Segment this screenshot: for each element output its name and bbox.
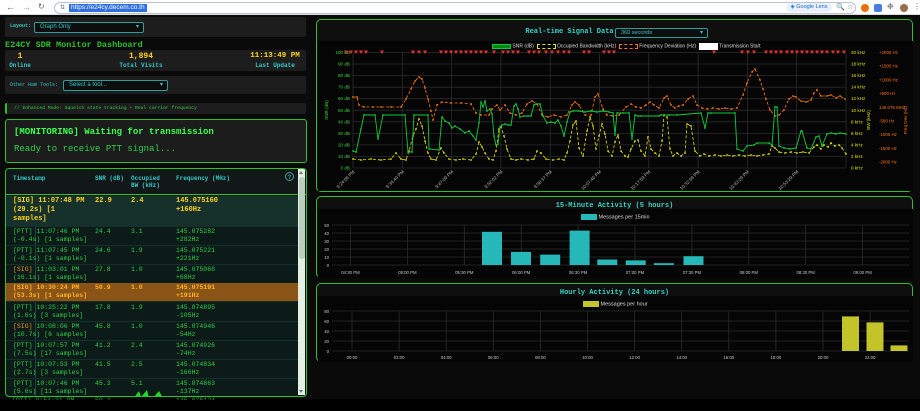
svg-text:20: 20	[324, 247, 329, 252]
svg-text:80 dB: 80 dB	[338, 73, 350, 78]
svg-text:+1000 Hz: +1000 Hz	[879, 77, 898, 82]
svg-text:30 dB: 30 dB	[338, 131, 350, 136]
svg-text:06:00: 06:00	[488, 355, 499, 360]
svg-text:10 dB: 10 dB	[338, 154, 350, 159]
svg-text:18 kHz: 18 kHz	[851, 62, 866, 67]
svg-text:10:00: 10:00	[582, 355, 593, 360]
svg-text:04:30 PM: 04:30 PM	[341, 270, 360, 275]
svg-text:-2000 Hz: -2000 Hz	[879, 160, 897, 165]
svg-text:08:00 PM: 08:00 PM	[740, 270, 759, 275]
svg-text:06:30 PM: 06:30 PM	[569, 270, 588, 275]
svg-text:+2000 Hz: +2000 Hz	[879, 50, 898, 55]
svg-text:0: 0	[327, 349, 330, 354]
svg-text:2 kHz: 2 kHz	[851, 154, 863, 159]
svg-text:BW (kHz): BW (kHz)	[866, 110, 871, 130]
svg-text:60 dB: 60 dB	[338, 96, 350, 101]
svg-text:07:00 PM: 07:00 PM	[626, 270, 645, 275]
svg-text:30: 30	[324, 239, 329, 244]
svg-text:8 kHz: 8 kHz	[851, 119, 863, 124]
svg-text:20 kHz: 20 kHz	[851, 50, 866, 55]
svg-text:12 kHz: 12 kHz	[851, 96, 866, 101]
svg-text:0: 0	[327, 263, 330, 268]
svg-text:02:00: 02:00	[394, 355, 405, 360]
svg-text:Freq Dev (Hz): Freq Dev (Hz)	[903, 105, 908, 134]
svg-text:-1500 Hz: -1500 Hz	[879, 146, 897, 151]
svg-text:04:00: 04:00	[441, 355, 452, 360]
svg-text:16 kHz: 16 kHz	[851, 73, 866, 78]
svg-text:100 dB: 100 dB	[335, 50, 350, 55]
svg-text:12:00: 12:00	[629, 355, 640, 360]
svg-text:20:00: 20:00	[818, 355, 829, 360]
svg-text:10: 10	[324, 255, 329, 260]
svg-text:SNR (dB): SNR (dB)	[324, 100, 329, 120]
svg-text:18:00: 18:00	[771, 355, 782, 360]
svg-text:40: 40	[324, 329, 329, 334]
svg-text:20: 20	[324, 339, 329, 344]
svg-text:22:00: 22:00	[865, 355, 876, 360]
svg-text:06:00 PM: 06:00 PM	[512, 270, 531, 275]
svg-text:10 kHz: 10 kHz	[851, 108, 866, 113]
svg-text:16:00: 16:00	[723, 355, 734, 360]
svg-text:40 dB: 40 dB	[338, 119, 350, 124]
svg-text:90 dB: 90 dB	[338, 62, 350, 67]
svg-text:09:00 PM: 09:00 PM	[853, 270, 872, 275]
svg-text:50: 50	[324, 223, 329, 228]
svg-text:80: 80	[324, 309, 329, 314]
svg-text:4 kHz: 4 kHz	[851, 142, 863, 147]
svg-text:14 kHz: 14 kHz	[851, 85, 866, 90]
svg-text:0 kHz: 0 kHz	[851, 166, 863, 171]
svg-text:145.075 MHz: 145.075 MHz	[879, 105, 905, 110]
svg-text:0 dB: 0 dB	[341, 166, 350, 171]
svg-text:08:00: 08:00	[535, 355, 546, 360]
svg-text:60: 60	[324, 319, 329, 324]
svg-text:50 dB: 50 dB	[338, 108, 350, 113]
svg-text:00:00: 00:00	[347, 355, 358, 360]
svg-text:-1000 Hz: -1000 Hz	[879, 132, 897, 137]
svg-text:14:00: 14:00	[676, 355, 687, 360]
svg-text:6 kHz: 6 kHz	[851, 131, 863, 136]
svg-text:20 dB: 20 dB	[338, 142, 350, 147]
svg-text:-500 Hz: -500 Hz	[879, 119, 894, 124]
svg-text:05:30 PM: 05:30 PM	[455, 270, 474, 275]
svg-text:05:00 PM: 05:00 PM	[398, 270, 417, 275]
svg-text:07:30 PM: 07:30 PM	[683, 270, 702, 275]
svg-text:+500 Hz: +500 Hz	[879, 91, 895, 96]
svg-text:+1500 Hz: +1500 Hz	[879, 64, 898, 69]
svg-text:70 dB: 70 dB	[338, 85, 350, 90]
svg-text:40: 40	[324, 231, 329, 236]
svg-text:08:30 PM: 08:30 PM	[796, 270, 815, 275]
